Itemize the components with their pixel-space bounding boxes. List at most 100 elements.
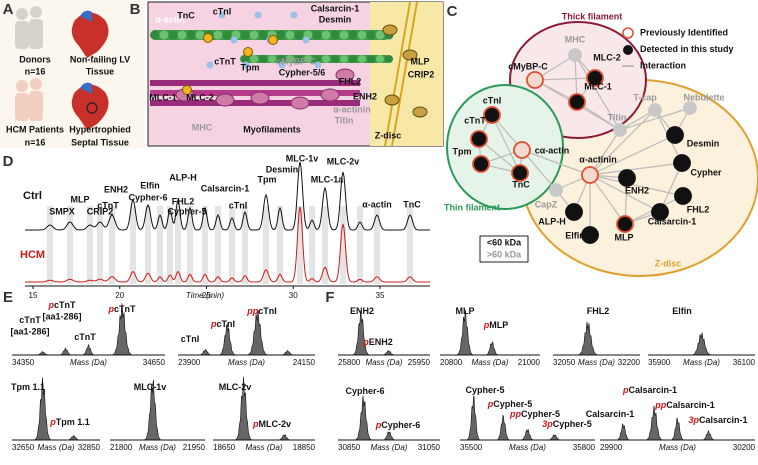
myosin-head bbox=[335, 68, 355, 82]
x-tick-label: 35800 bbox=[573, 443, 596, 452]
legend-open bbox=[622, 27, 634, 39]
protein: Cypher-5 bbox=[521, 409, 560, 419]
x-axis-label: Mass (Da) bbox=[246, 443, 283, 452]
protein: FHL2 bbox=[587, 306, 610, 316]
peak-band bbox=[309, 206, 315, 284]
peak-label: Elfin bbox=[140, 180, 160, 190]
peak-label: TnC bbox=[403, 199, 421, 209]
titin-bead bbox=[314, 61, 322, 69]
x-axis-label: Mass (Da) bbox=[659, 443, 696, 452]
peak-band bbox=[187, 206, 193, 284]
b-label: α-actin bbox=[155, 14, 185, 24]
actin-bead bbox=[259, 55, 267, 63]
legend-text: Interaction bbox=[640, 60, 686, 70]
peak-label: MLP bbox=[456, 306, 475, 316]
actin-bead bbox=[348, 30, 358, 40]
titin-bead bbox=[290, 11, 298, 19]
peak-band bbox=[130, 206, 136, 284]
protein-node bbox=[568, 48, 582, 62]
protein-node bbox=[526, 71, 544, 89]
actin-bead bbox=[313, 55, 321, 63]
x-tick-label: 35900 bbox=[648, 358, 671, 367]
heart-icons bbox=[71, 10, 109, 130]
x-axis-label: Time (min) bbox=[186, 291, 224, 300]
actin-bead bbox=[286, 55, 294, 63]
peak-sublabel: [aa1-286] bbox=[42, 311, 81, 321]
protein-node bbox=[616, 215, 634, 233]
protein: ENH2 bbox=[350, 306, 374, 316]
tissue: Tissue bbox=[86, 66, 114, 76]
protein: cTnT bbox=[19, 315, 41, 325]
x-axis-label: Mass (Da) bbox=[139, 443, 176, 452]
x-tick-label: 32650 bbox=[12, 443, 35, 452]
peak-band bbox=[407, 206, 413, 284]
b-label: Myofilaments bbox=[243, 124, 301, 134]
actin-bead bbox=[213, 30, 223, 40]
modification: p bbox=[487, 399, 494, 409]
actin-bead bbox=[322, 55, 330, 63]
b-label: Titin bbox=[335, 115, 354, 125]
legend-filled bbox=[623, 45, 633, 55]
x-tick-label: 15 bbox=[29, 291, 38, 300]
b-label: MLC-2 bbox=[186, 92, 214, 102]
interaction bbox=[521, 149, 591, 176]
tissue: Septal Tissue bbox=[71, 137, 129, 147]
peak-label: ppCypher-5 bbox=[509, 409, 560, 419]
b-label: FHL2 bbox=[339, 76, 362, 86]
actin-bead bbox=[304, 55, 312, 63]
peak-sublabel: [aa1-286] bbox=[10, 326, 49, 336]
x-axis-label: Mass (Da) bbox=[578, 358, 615, 367]
protein: cTnT bbox=[54, 300, 76, 310]
peak-label: 3pCypher-5 bbox=[542, 419, 592, 429]
protein-node bbox=[683, 101, 697, 115]
tissue: Hypertrophied bbox=[69, 124, 131, 134]
node-label: MLP bbox=[615, 232, 634, 242]
group-label: Thin filament bbox=[444, 202, 500, 212]
peak-label: MLC-2v bbox=[327, 156, 360, 166]
x-axis-label: Mass (Da) bbox=[70, 358, 107, 367]
protein-node bbox=[511, 164, 529, 182]
x-tick-label: 30850 bbox=[338, 443, 361, 452]
b-label: Tpm bbox=[241, 62, 260, 72]
panel-letter: A bbox=[3, 1, 14, 18]
x-axis-label: Mass (Da) bbox=[683, 358, 720, 367]
x-axis-label: Mass (Da) bbox=[366, 358, 403, 367]
modification: p bbox=[252, 419, 259, 429]
interaction bbox=[589, 129, 621, 176]
protein-node bbox=[673, 154, 691, 172]
x-tick-label: 24150 bbox=[293, 358, 316, 367]
zdisc-protein bbox=[412, 106, 428, 118]
panel-letter: C bbox=[447, 3, 458, 20]
modification: p bbox=[49, 417, 56, 427]
protein: ENH2 bbox=[369, 337, 393, 347]
modification: 3p bbox=[688, 415, 699, 425]
node-label: FHL2 bbox=[687, 204, 710, 214]
protein-node bbox=[674, 187, 692, 205]
peak-label: SMPX bbox=[49, 206, 75, 216]
actin-bead bbox=[285, 30, 295, 40]
peak-band bbox=[145, 206, 151, 284]
modification: p bbox=[375, 420, 382, 430]
peak-label: pMLC-2v bbox=[252, 419, 291, 429]
protein: cTnI bbox=[258, 306, 277, 316]
protein: cTnT bbox=[114, 304, 136, 314]
peak-label: ENH2 bbox=[350, 306, 374, 316]
peak-label: pCypher-5 bbox=[487, 399, 533, 409]
b-label: MLC-1 bbox=[149, 92, 177, 102]
peak-label: Calsarcin-1 bbox=[201, 183, 250, 193]
x-tick-label: 21950 bbox=[183, 443, 206, 452]
actin-bead bbox=[168, 30, 178, 40]
size-legend: >60 kDa bbox=[487, 249, 522, 259]
actin-bead bbox=[250, 55, 258, 63]
x-axis-label: Mass (Da) bbox=[228, 358, 265, 367]
peak-label: Cypher-5 bbox=[465, 385, 504, 395]
actin-bead bbox=[349, 55, 357, 63]
peak-label: MLC-2v bbox=[219, 382, 252, 392]
actin-bead bbox=[268, 55, 276, 63]
peak-label: cTnI bbox=[181, 334, 200, 344]
peak-label: Tpm 1.1 bbox=[11, 382, 45, 392]
peak-label: ppcTnI bbox=[246, 306, 277, 316]
z-disc-lines bbox=[384, 1, 418, 147]
protein: Calsarcin-1 bbox=[699, 415, 748, 425]
